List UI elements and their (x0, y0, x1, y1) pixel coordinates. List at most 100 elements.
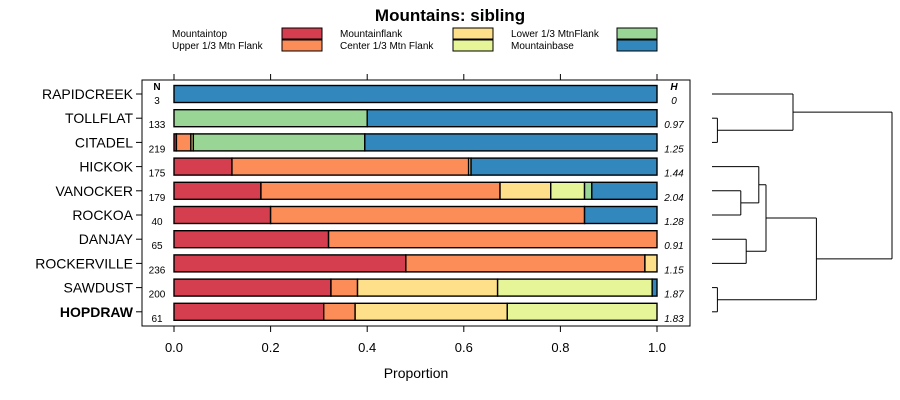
category-label: ROCKERVILLE (35, 255, 133, 271)
bar-segment-mountaintop (173, 229, 330, 249)
h-value: 1.15 (664, 265, 684, 276)
bar-segment-mountainbase (591, 181, 658, 201)
bar-segment-lower-1-3-mtnflank (173, 108, 368, 128)
n-value: 61 (151, 314, 163, 325)
legend-swatch (616, 39, 658, 52)
bar-segment-mountaintop (173, 205, 272, 225)
bar-segment-mountaintop (173, 181, 262, 201)
n-value: 236 (149, 265, 166, 276)
row-citadel: CITADEL 219 1.25 (75, 133, 684, 155)
h-value: 0.97 (664, 120, 684, 131)
legend-label: Mountainbase (511, 41, 574, 52)
bar-segment-upper-1-3-mtn-flank (327, 229, 658, 249)
category-label: TOLLFLAT (65, 110, 133, 126)
x-axis-label: Proportion (384, 365, 449, 381)
dendrogram (712, 93, 893, 313)
bar-segment-center-1-3-mtn-flank (496, 278, 653, 297)
row-danjay: DANJAY 65 0.91 (79, 229, 684, 252)
bar-segment-upper-1-3-mtn-flank (231, 157, 470, 176)
n-value: 175 (149, 169, 166, 180)
bar-segment-center-1-3-mtn-flank (506, 302, 658, 321)
bar-segment-center-1-3-mtn-flank (550, 181, 586, 201)
legend-item-lower-1-3-mtnflank: Lower 1/3 MtnFlank (511, 27, 658, 40)
bar-segment-upper-1-3-mtn-flank (175, 133, 192, 152)
bar-segment-upper-1-3-mtn-flank (269, 205, 586, 225)
legend-swatch (281, 27, 323, 40)
bar-segment-mountainflank (499, 181, 552, 201)
legend-swatch (452, 27, 494, 40)
category-label: HOPDRAW (60, 304, 134, 320)
h-value: 1.25 (664, 144, 684, 155)
legend-label: Mountaintop (172, 29, 227, 40)
x-tick-label: 0.4 (358, 340, 376, 355)
x-tick-label: 0.0 (165, 340, 183, 355)
legend-label: Upper 1/3 Mtn Flank (172, 41, 264, 52)
bar-segment-mountaintop (173, 302, 325, 321)
bar-segment-mountainbase (364, 133, 658, 152)
bar-segment-mountainflank (354, 302, 508, 321)
bar-segment-upper-1-3-mtn-flank (405, 254, 646, 273)
legend-label: Mountainflank (340, 29, 403, 40)
legend-label: Center 1/3 Mtn Flank (340, 41, 434, 52)
h-value: 1.87 (664, 290, 684, 301)
category-label: VANOCKER (55, 183, 133, 199)
category-label: RAPIDCREEK (42, 86, 134, 102)
chart-title: Mountains: sibling (375, 6, 525, 25)
n-value: 65 (151, 241, 163, 252)
bar-segment-mountainbase (651, 278, 658, 297)
bar-segment-mountaintop (173, 254, 407, 273)
row-sawdust: SAWDUST 200 1.87 (64, 278, 684, 301)
bar-segment-upper-1-3-mtn-flank (260, 181, 501, 201)
h-value: 2.04 (663, 193, 684, 204)
bar-segment-mountainflank (644, 254, 658, 273)
n-value: 133 (149, 120, 166, 131)
bar-segment-lower-1-3-mtnflank (192, 133, 366, 152)
category-label: CITADEL (75, 134, 133, 150)
row-hickok: HICKOK 175 1.44 (79, 157, 684, 180)
category-label: HICKOK (79, 159, 133, 175)
legend-label: Lower 1/3 MtnFlank (511, 29, 600, 40)
x-tick-label: 0.6 (455, 340, 473, 355)
h-value: 0.91 (664, 241, 683, 252)
h-value: 1.83 (664, 314, 684, 325)
row-hopdraw: HOPDRAW 61 1.83 (60, 302, 684, 325)
h-value: 1.44 (664, 169, 684, 180)
bar-segment-mountaintop (173, 278, 332, 297)
h-value: 1.28 (664, 217, 684, 228)
legend-item-center-1-3-mtn-flank: Center 1/3 Mtn Flank (340, 39, 494, 52)
bar-segment-mountaintop (173, 157, 233, 176)
bar-segment-mountainflank (356, 278, 499, 297)
legend-swatch (281, 39, 323, 52)
n-header: N (153, 82, 160, 93)
legend-swatch (616, 27, 658, 40)
h-value: 0 (671, 96, 677, 107)
bar-segment-mountainbase (366, 108, 658, 128)
bar-segment-upper-1-3-mtn-flank (330, 278, 359, 297)
n-value: 200 (149, 290, 166, 301)
row-vanocker: VANOCKER 179 2.04 (55, 181, 684, 204)
bar-segment-mountainbase (470, 157, 658, 176)
row-tollflat: TOLLFLAT 133 0.97 (65, 108, 684, 131)
plot-frame (141, 79, 691, 327)
x-tick-label: 1.0 (648, 340, 666, 355)
x-tick-label: 0.8 (551, 340, 569, 355)
h-header: H (670, 82, 678, 93)
bar-segment-mountainbase (173, 84, 658, 104)
row-rockerville: ROCKERVILLE 236 1.15 (35, 254, 684, 276)
legend-item-upper-1-3-mtn-flank: Upper 1/3 Mtn Flank (172, 39, 323, 52)
n-value: 3 (154, 96, 160, 107)
n-value: 179 (149, 193, 166, 204)
x-tick-label: 0.2 (262, 340, 280, 355)
row-rockoa: ROCKOA 40 1.28 (72, 205, 684, 228)
category-label: ROCKOA (72, 207, 133, 223)
category-label: DANJAY (79, 231, 134, 247)
legend-item-mountainbase: Mountainbase (511, 39, 658, 52)
legend-item-mountaintop: Mountaintop (172, 27, 323, 40)
n-value: 40 (151, 217, 163, 228)
n-value: 219 (149, 144, 166, 155)
bar-segment-upper-1-3-mtn-flank (323, 302, 356, 321)
bar-segment-mountainbase (583, 205, 658, 225)
